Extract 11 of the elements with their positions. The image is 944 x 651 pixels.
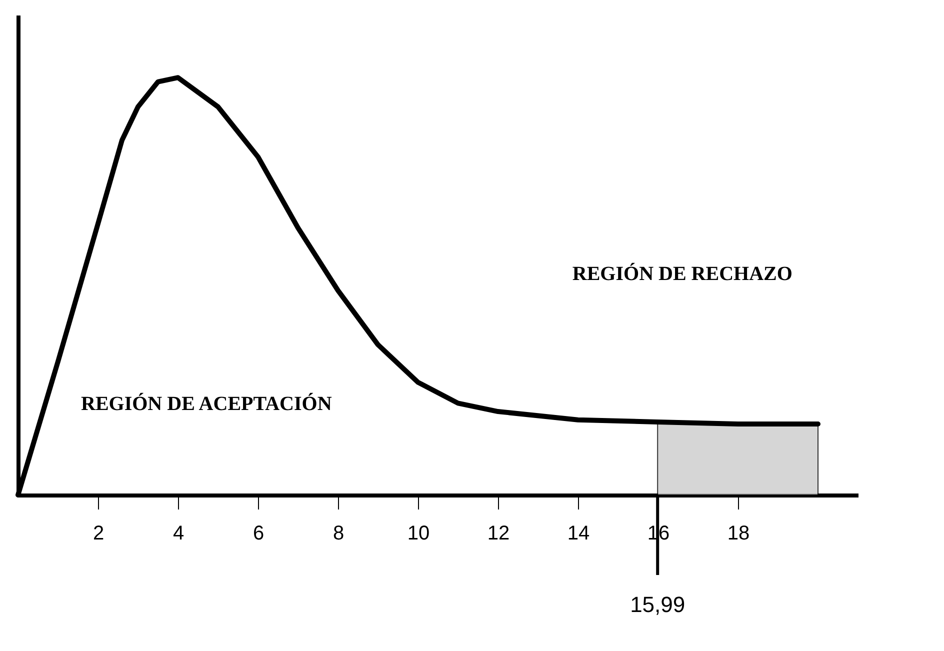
x-tick-label: 6 <box>252 522 264 544</box>
x-tick-label: 12 <box>487 522 510 544</box>
ref-line-label: 15,99 <box>630 592 686 617</box>
x-tick-label: 4 <box>172 522 184 544</box>
x-tick-label: 14 <box>567 522 590 544</box>
annotation: REGIÓN DE ACEPTACIÓN <box>81 392 332 415</box>
x-tick-label: 10 <box>407 522 430 544</box>
annotation: REGIÓN DE RECHAZO <box>572 262 792 286</box>
x-tick-label: 18 <box>727 522 750 544</box>
x-tick-label: 2 <box>92 522 104 544</box>
x-tick-label: 8 <box>332 522 344 544</box>
